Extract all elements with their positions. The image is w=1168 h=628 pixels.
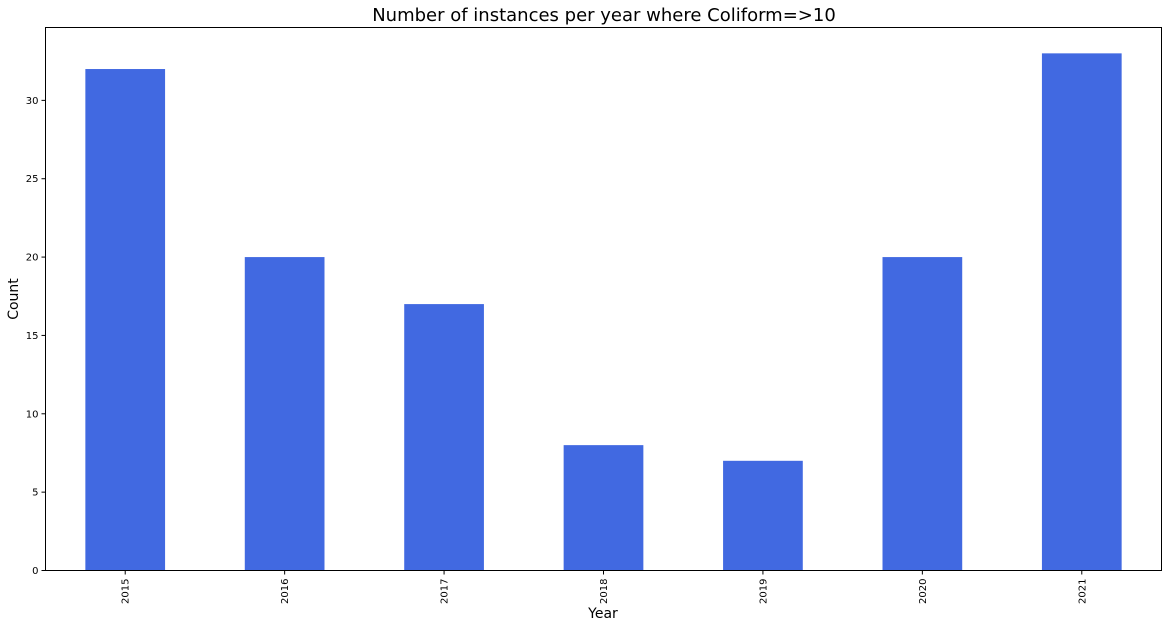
bar-2015 bbox=[85, 69, 166, 571]
x-tick-label: 2017 bbox=[440, 579, 451, 604]
bar-2018 bbox=[563, 445, 644, 571]
bar-2020 bbox=[882, 257, 963, 571]
bar-2017 bbox=[404, 304, 484, 571]
x-tick-label: 2015 bbox=[121, 579, 132, 604]
bar-2019 bbox=[723, 460, 803, 571]
y-tick-label: 5 bbox=[32, 488, 38, 499]
bar-2016 bbox=[244, 257, 325, 571]
y-tick-label: 15 bbox=[26, 331, 39, 342]
x-tick-label: 2021 bbox=[1077, 579, 1088, 604]
x-tick-label: 2019 bbox=[758, 579, 769, 604]
y-tick-label: 10 bbox=[26, 409, 39, 420]
y-axis: 0 5 10 15 20 25 30 bbox=[26, 96, 46, 577]
bar-2021 bbox=[1041, 53, 1122, 571]
bars-group bbox=[85, 53, 1122, 571]
x-tick-label: 2016 bbox=[280, 579, 291, 604]
x-axis: 2015 2016 2017 2018 2019 2020 2021 bbox=[121, 570, 1088, 604]
y-tick-label: 0 bbox=[32, 566, 38, 577]
chart-title: Number of instances per year where Colif… bbox=[372, 5, 836, 26]
y-tick-label: 25 bbox=[26, 174, 39, 185]
y-tick-label: 30 bbox=[26, 96, 39, 107]
y-tick-label: 20 bbox=[26, 253, 39, 264]
x-tick-label: 2018 bbox=[599, 579, 610, 604]
x-axis-label: Year bbox=[587, 606, 618, 622]
y-axis-label: Count bbox=[6, 278, 22, 320]
x-tick-label: 2020 bbox=[918, 579, 929, 604]
